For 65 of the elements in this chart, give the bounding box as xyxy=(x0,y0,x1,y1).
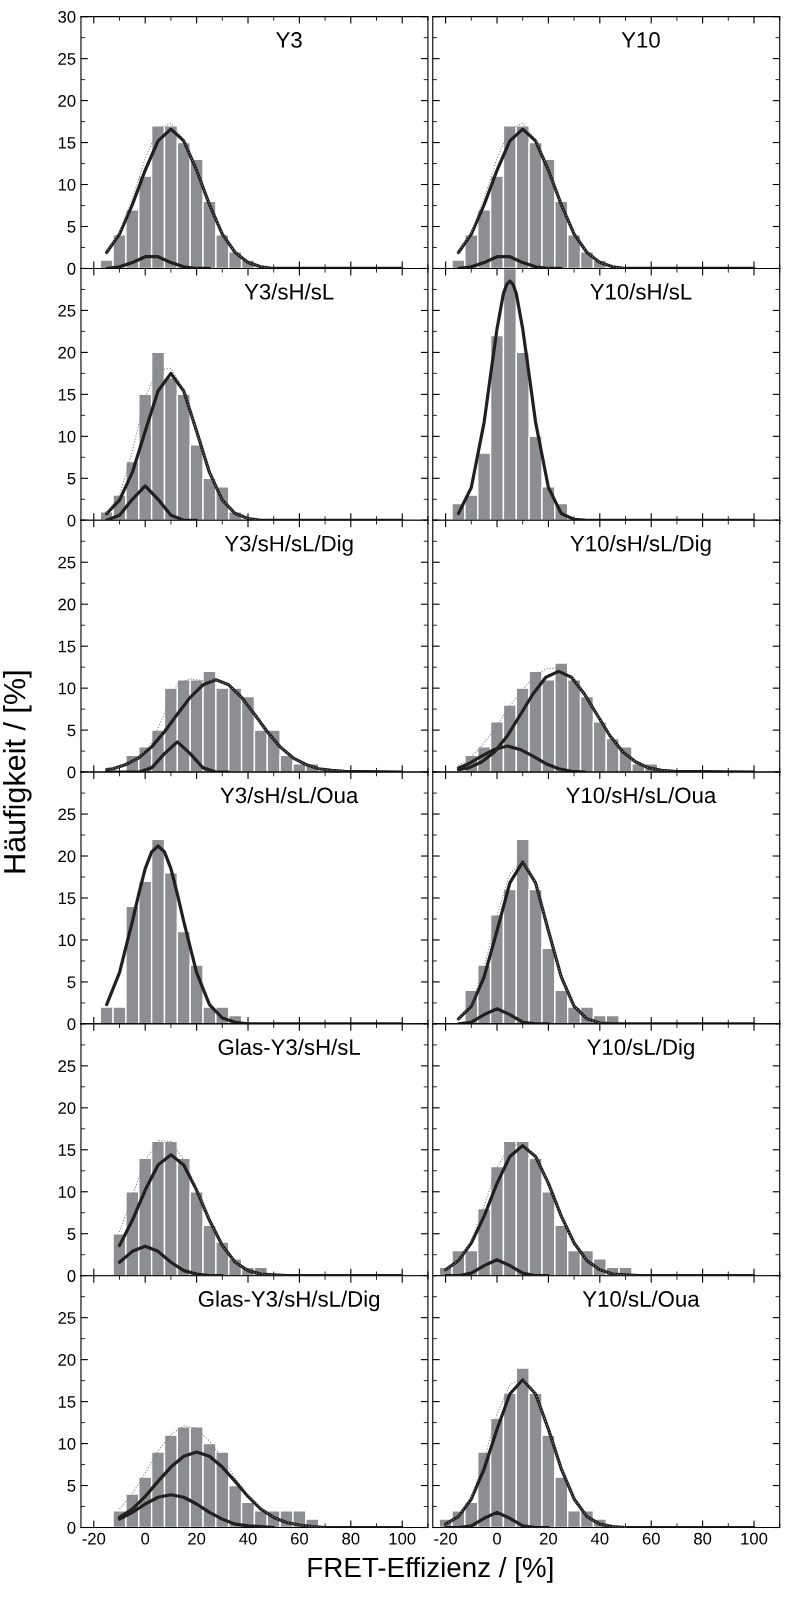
x-axis-title: FRET-Effizienz / [%] xyxy=(308,1556,553,1583)
y-tick-label: 25 xyxy=(58,1312,76,1324)
y-tick-label: 5 xyxy=(67,472,76,485)
y-tick-label: 0 xyxy=(67,766,76,779)
text: Y3/sH/sL/Dig xyxy=(224,535,353,556)
text: Y3 xyxy=(276,32,302,48)
y-tick-label: 20 xyxy=(58,1354,76,1366)
y-tick-label: 10 xyxy=(58,1437,76,1450)
y-tick-label: 20 xyxy=(58,95,76,107)
y-tick-label: 25 xyxy=(58,53,76,65)
text: Y10/sH/sL/Dig xyxy=(570,535,711,556)
text: Glas-Y3/sH/sL/Dig xyxy=(198,1290,380,1312)
x-tick-label: 0 xyxy=(493,1532,501,1545)
text: Y3/sH/sL/Oua xyxy=(220,786,359,804)
y-tick-label: 15 xyxy=(58,640,76,653)
y-tick-label: 10 xyxy=(58,934,76,947)
y-tick-label: 25 xyxy=(58,304,76,317)
y-tick-label: 20 xyxy=(58,598,76,611)
x-tick-label: -20 xyxy=(82,1532,106,1545)
y-tick-label: 20 xyxy=(58,346,76,359)
y-tick-label: 5 xyxy=(67,221,76,233)
y-tick-label: 0 xyxy=(67,262,76,275)
y-tick-label: 15 xyxy=(58,892,76,905)
y-axis-title: Häufigkeit / [%] xyxy=(3,671,32,873)
y-tick-label: 15 xyxy=(58,1396,76,1408)
text: Y3/sH/sL xyxy=(244,283,334,300)
y-tick-label: 5 xyxy=(67,1480,76,1492)
y-tick-label: 10 xyxy=(58,682,76,695)
y-tick-label: 15 xyxy=(58,388,76,401)
x-tick-label: 80 xyxy=(694,1532,712,1545)
y-tick-label: 20 xyxy=(58,1102,76,1115)
y-tick-label: 15 xyxy=(58,137,76,149)
y-tick-label: 0 xyxy=(67,514,76,527)
y-tick-label: 0 xyxy=(67,1018,76,1031)
x-tick-label: 20 xyxy=(188,1532,206,1545)
x-tick-label: 100 xyxy=(389,1532,416,1545)
y-tick-label: 10 xyxy=(58,178,76,191)
x-tick-label: 60 xyxy=(642,1532,660,1545)
y-tick-label: 5 xyxy=(67,976,76,989)
y-tick-label: 25 xyxy=(58,1060,76,1073)
y-tick-label: 10 xyxy=(58,430,76,443)
y-tick-label: 0 xyxy=(67,1270,76,1282)
y-tick-label: 30 xyxy=(58,11,76,23)
x-tick-label: -20 xyxy=(434,1532,458,1545)
x-tick-label: 20 xyxy=(539,1532,558,1545)
x-tick-label: 100 xyxy=(741,1532,768,1545)
text: Y10/sH/sL/Oua xyxy=(566,786,717,804)
y-tick-label: 10 xyxy=(58,1186,76,1198)
text: Y10/sH/sL xyxy=(590,283,692,300)
y-tick-label: 5 xyxy=(67,724,76,737)
text: Y10 xyxy=(621,32,660,48)
y-tick-label: 25 xyxy=(58,808,76,821)
text: Glas-Y3/sH/sL xyxy=(218,1038,361,1056)
y-tick-label: 20 xyxy=(58,850,76,863)
x-tick-label: 80 xyxy=(342,1532,360,1545)
x-tick-label: 0 xyxy=(141,1532,150,1545)
text: Y10/sL/Dig xyxy=(587,1038,694,1060)
x-tick-label: 40 xyxy=(239,1532,257,1545)
y-tick-label: 15 xyxy=(58,1144,76,1156)
x-tick-label: 60 xyxy=(290,1532,309,1545)
x-tick-label: 40 xyxy=(590,1532,609,1545)
text: Y10/sL/Oua xyxy=(582,1290,700,1307)
y-tick-label: 0 xyxy=(67,1521,76,1534)
y-tick-label: 25 xyxy=(58,556,76,569)
y-tick-label: 5 xyxy=(67,1228,76,1240)
